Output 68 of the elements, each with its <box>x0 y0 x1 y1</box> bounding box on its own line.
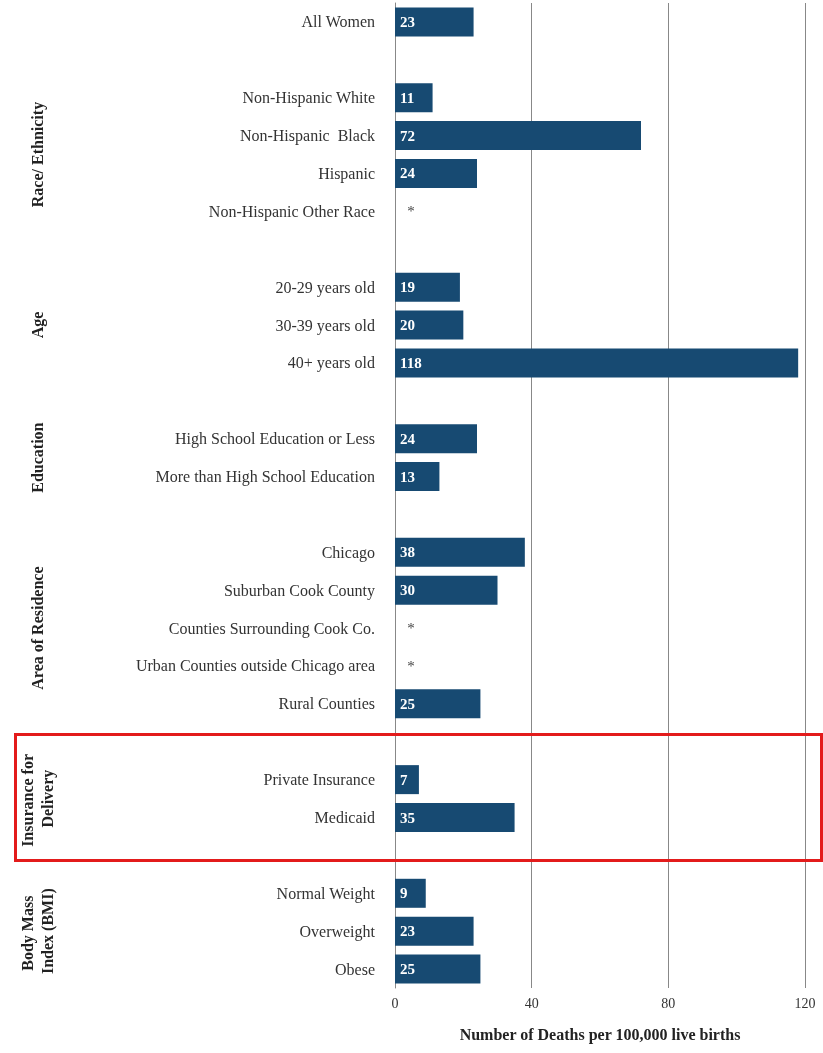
data-label: 30 <box>400 582 415 599</box>
data-label: 25 <box>400 695 415 712</box>
text: * <box>407 203 415 220</box>
y-tick-label: Non-Hispanic Black <box>239 127 375 146</box>
bar <box>395 158 477 188</box>
bar <box>395 575 498 605</box>
y-tick-label: All Women <box>301 13 375 31</box>
y-tick-label: Chicago <box>321 543 375 562</box>
y-tick-label: Rural Counties <box>278 695 375 713</box>
data-label: 13 <box>400 468 415 485</box>
bar <box>395 803 515 833</box>
x-tick-label: 40 <box>524 995 539 1011</box>
data-label: 7 <box>400 771 408 788</box>
x-tick-label: 80 <box>661 995 676 1011</box>
y-tick-label: Hispanic <box>318 164 375 183</box>
y-tick-label: Obese <box>335 960 375 978</box>
bar <box>395 121 641 151</box>
y-tick-label: Overweight <box>299 922 376 941</box>
text: * <box>407 620 415 637</box>
y-tick-label: Non-Hispanic White <box>242 89 375 108</box>
data-label: 118 <box>400 354 422 371</box>
text: Age <box>28 311 47 339</box>
bar <box>395 310 464 340</box>
text: Insurance for Delivery <box>18 750 57 847</box>
data-label: 35 <box>400 809 415 826</box>
bar <box>395 7 474 37</box>
y-tick-label: 20-29 years old <box>275 278 375 297</box>
data-label: 9 <box>400 885 408 902</box>
x-axis-title: Number of Deaths per 100,000 live births <box>459 1025 741 1044</box>
y-tick-label: 40+ years old <box>287 354 375 373</box>
data-label: 23 <box>400 923 415 940</box>
y-tick-label: Counties Surrounding Cook Co. <box>168 619 375 638</box>
data-label: 38 <box>400 544 415 561</box>
bar <box>395 689 481 719</box>
bar <box>395 765 419 795</box>
y-tick-label: Suburban Cook County <box>223 581 375 600</box>
bar <box>395 537 525 567</box>
bar <box>395 272 460 302</box>
data-label: 24 <box>400 165 416 182</box>
data-label: 19 <box>400 279 415 296</box>
bar <box>395 462 440 492</box>
text: Area of Residence <box>28 566 46 690</box>
bar <box>395 878 426 908</box>
x-tick-label: 120 <box>794 995 816 1011</box>
data-label: 20 <box>400 317 415 334</box>
data-label: 72 <box>400 127 415 144</box>
y-tick-label: Medicaid <box>314 809 375 827</box>
data-label: 25 <box>400 961 415 978</box>
y-tick-label: Normal Weight <box>276 884 376 903</box>
bar <box>395 424 477 454</box>
data-label: 11 <box>400 89 415 106</box>
text: * <box>407 657 415 674</box>
bar <box>395 954 481 984</box>
y-tick-label: Non-Hispanic Other Race <box>208 202 375 221</box>
data-label: 24 <box>400 430 416 447</box>
text: Race/ Ethnicity <box>28 101 47 208</box>
bar <box>395 348 799 378</box>
data-label: 23 <box>400 13 415 30</box>
y-tick-label: More than High School Education <box>155 468 375 487</box>
y-tick-label: Private Insurance <box>263 771 375 789</box>
text: Body Mass Index (BMI) <box>18 888 57 975</box>
x-tick-label: 0 <box>391 995 399 1011</box>
bar <box>395 83 433 113</box>
bar <box>395 916 474 946</box>
y-tick-label: High School Education or Less <box>175 430 375 449</box>
y-tick-label: Urban Counties outside Chicago area <box>135 657 375 676</box>
text: Education <box>28 422 46 493</box>
y-tick-label: 30-39 years old <box>275 316 375 335</box>
